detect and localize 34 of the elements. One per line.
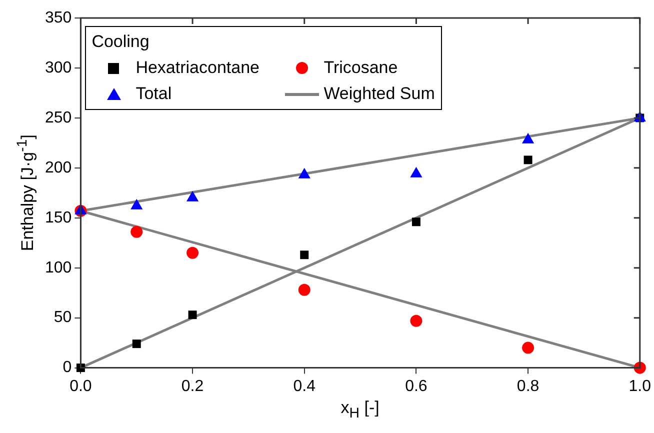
- point: [522, 132, 534, 144]
- x-tick-label: 0.2: [181, 378, 204, 395]
- legend-label: Hexatriacontane: [136, 58, 260, 78]
- point: [186, 190, 199, 202]
- point: [132, 340, 141, 348]
- x-tick-label: 0.6: [405, 378, 428, 395]
- point: [298, 168, 310, 178]
- x-tick-label: 0.4: [293, 378, 316, 395]
- legend-label: Tricosane: [324, 58, 398, 78]
- point: [410, 314, 422, 327]
- x-tick-label: 1.0: [628, 378, 652, 395]
- point: [522, 342, 534, 354]
- point: [410, 166, 422, 178]
- point: [188, 310, 197, 320]
- y-tick-label: 250: [44, 109, 72, 126]
- legend-label: Weighted Sum: [324, 84, 435, 104]
- point: [412, 218, 420, 226]
- y-tick-label: 0: [62, 359, 72, 376]
- y-tick-label: 200: [44, 159, 72, 176]
- legend-title: Cooling: [92, 31, 150, 53]
- y-tick-label: 350: [44, 9, 72, 26]
- point: [130, 226, 143, 238]
- y-tick-label: 100: [44, 259, 72, 276]
- point: [130, 198, 143, 210]
- point: [300, 250, 309, 260]
- legend-label: Total: [136, 84, 172, 104]
- y-tick-label: 50: [54, 309, 72, 326]
- y-tick-label: 300: [44, 59, 72, 76]
- x-tick-label: 0.0: [70, 378, 92, 395]
- point: [298, 284, 310, 296]
- x-tick-label: 0.8: [516, 378, 540, 395]
- y-tick-label: 150: [44, 209, 72, 226]
- x-axis-title: x$_{H}$ [-]: [340, 398, 380, 422]
- point: [186, 246, 199, 259]
